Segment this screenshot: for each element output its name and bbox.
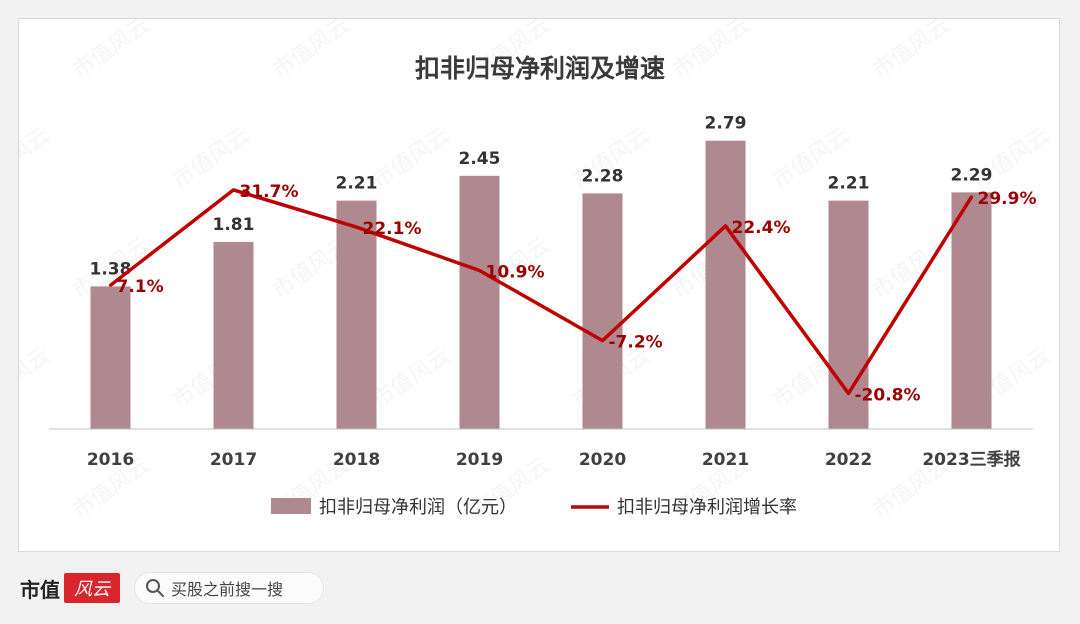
bar-2016 [90,286,131,429]
watermark-text: 市值风云 [68,19,154,84]
growth-value-label: 10.9% [486,263,545,283]
growth-point [109,283,112,287]
legend-line-label: 扣非归母净利润增长率 [617,497,797,518]
growth-point [478,269,481,273]
watermark-text: 市值风云 [19,123,55,194]
chart-title: 扣非归母净利润及增速 [415,54,665,83]
legend-bar-label: 扣非归母净利润（亿元） [319,497,517,518]
growth-value-label: 31.7% [240,182,299,202]
growth-value-label: -7.2% [609,333,663,353]
bar-2019 [459,175,500,429]
bar-2023三季报 [951,192,992,429]
bar-2018 [336,200,377,429]
bar-value-label: 2.21 [828,174,870,194]
search-text: 买股之前搜一搜 [171,580,284,599]
growth-line [109,188,973,396]
growth-point [601,339,604,343]
chart-card: 市值风云 市值风云 市值风云 市值风云 市值风云 市值风云 市值风云 市值风云 市值风云 市值风云… [18,18,1060,552]
growth-point [724,224,727,228]
growth-point [355,225,358,229]
bar-2021 [705,140,746,429]
bar-value-label: 2.79 [705,114,747,134]
bar-2017 [213,241,254,429]
growth-value-label: -20.8% [855,385,921,405]
brand-name: 市值 [20,577,60,602]
search-icon [146,579,164,597]
watermark-text: 市值风云 [368,343,454,414]
growth-point [232,188,235,192]
x-tick-label: 2017 [210,450,257,470]
search-bar[interactable]: 买股之前搜一搜 [134,572,324,604]
x-tick-label: 2021 [702,450,749,470]
growth-value-label: 22.1% [363,219,422,239]
watermark-text: 市值风云 [368,123,454,194]
watermark-text: 市值风云 [19,343,55,414]
bar-value-label: 2.45 [459,149,501,169]
bar-value-label: 2.21 [336,174,378,194]
watermark-text: 市值风云 [868,19,954,84]
bar-value-label: 1.38 [90,259,132,279]
growth-value-label: 22.4% [732,218,791,238]
x-tick-label: 2019 [456,450,503,470]
x-tick-label: 2018 [333,450,380,470]
x-tick-label: 2022 [825,450,872,470]
bar-value-label: 2.28 [582,166,624,186]
growth-value-label: 7.1% [117,277,164,297]
watermark-text: 市值风云 [268,19,354,84]
watermark-text: 市值风云 [668,19,754,84]
growth-point [970,195,973,199]
x-tick-label: 2016 [87,450,134,470]
growth-point [847,391,850,395]
x-tick-label: 2020 [579,450,626,470]
footer: 市值 风云 买股之前搜一搜 [20,568,324,608]
x-tick-label: 2023三季报 [922,449,1020,470]
bar-value-label: 1.81 [213,215,255,235]
legend-bar-swatch [271,498,311,514]
growth-value-label: 29.9% [978,189,1037,209]
bar-2020 [582,193,623,429]
brand-logo: 风云 [64,573,120,603]
bar-value-label: 2.29 [951,165,993,185]
